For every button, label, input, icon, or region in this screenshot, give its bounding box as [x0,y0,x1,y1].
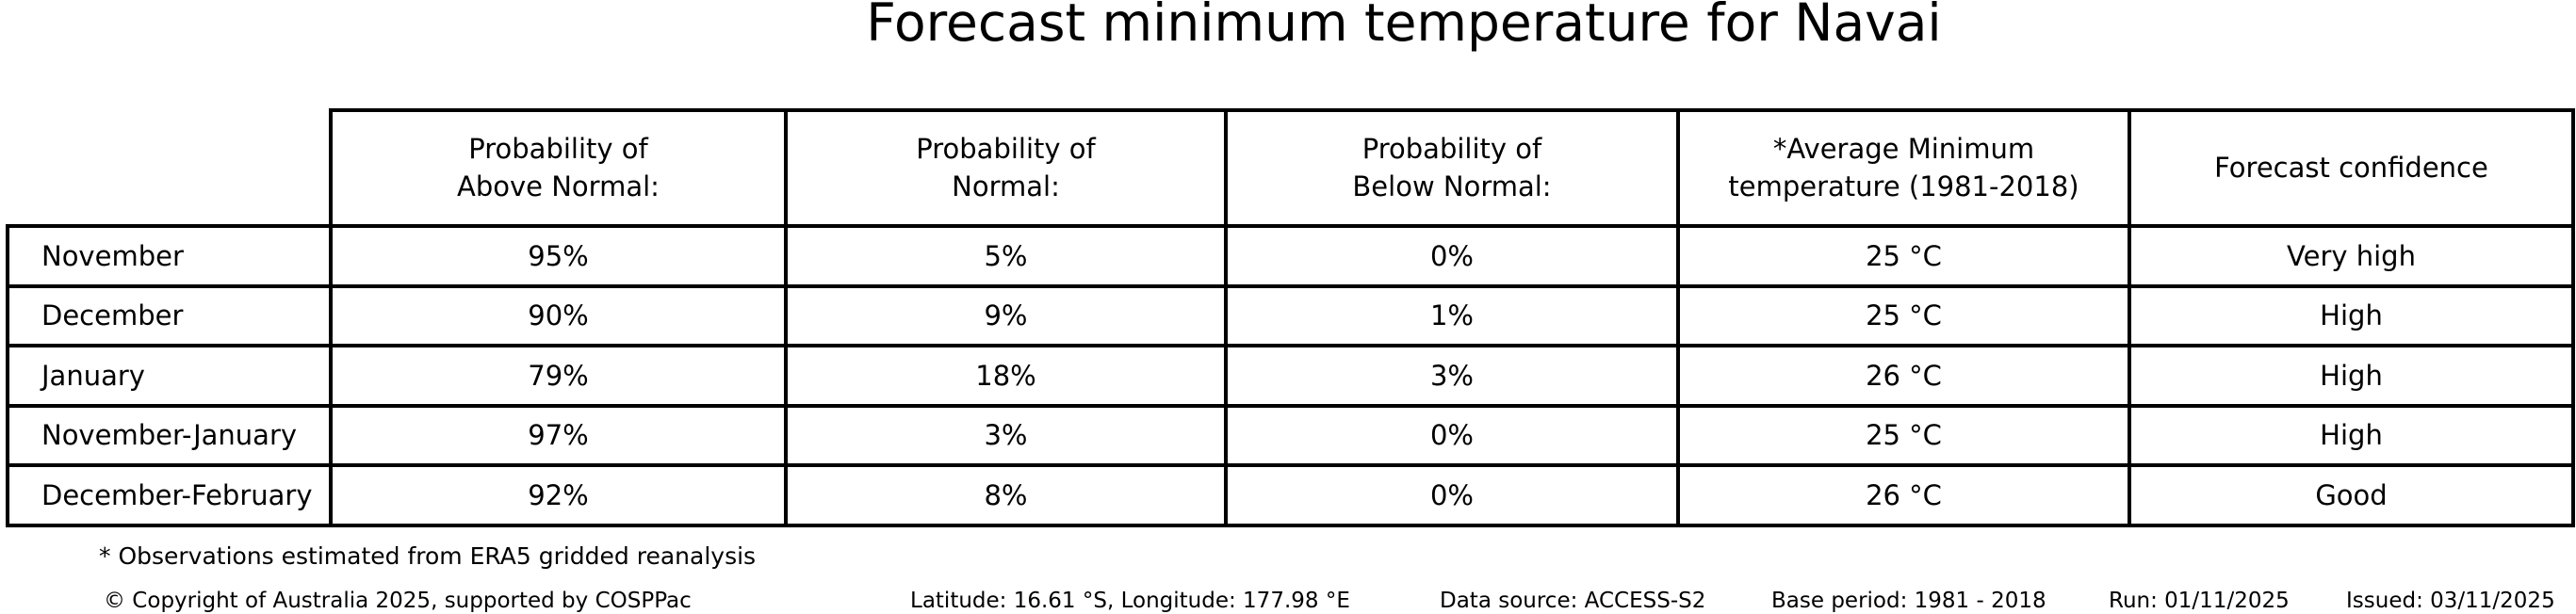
table-header-row: Probability of Above Normal: Probability… [8,108,2575,228]
cell-normal: 18% [784,344,1228,408]
cell-above-normal: 97% [329,403,788,467]
cell-above-normal: 92% [329,463,788,527]
cell-below-normal: 3% [1224,344,1680,408]
row-label: November [6,224,333,288]
table-row: November-January 97% 3% 0% 25 °C High [6,403,2575,467]
cell-average-min-temp: 25 °C [1676,403,2131,467]
cell-normal: 9% [784,283,1228,347]
cell-below-normal: 0% [1224,403,1680,467]
cell-forecast-confidence: Very high [2128,224,2575,288]
copyright-text: © Copyright of Australia 2025, supported… [104,589,692,613]
cell-average-min-temp: 26 °C [1676,344,2131,408]
cell-forecast-confidence: High [2128,403,2575,467]
col-header-above-normal: Probability of Above Normal: [329,108,788,228]
base-period-text: Base period: 1981 - 2018 [1771,589,2046,613]
run-date-text: Run: 01/11/2025 [2109,589,2290,613]
data-source-text: Data source: ACCESS-S2 [1440,589,1706,613]
empty-corner-cell [8,110,331,226]
table-row: November 95% 5% 0% 25 °C Very high [6,224,2575,288]
cell-below-normal: 0% [1224,224,1680,288]
cell-forecast-confidence: High [2128,283,2575,347]
row-label: November-January [6,403,333,467]
cell-normal: 8% [784,463,1228,527]
era5-footnote: * Observations estimated from ERA5 gridd… [99,542,757,570]
cell-forecast-confidence: Good [2128,463,2575,527]
col-header-below-normal: Probability of Below Normal: [1224,108,1680,228]
table-row: January 79% 18% 3% 26 °C High [6,344,2575,408]
cell-above-normal: 95% [329,224,788,288]
col-header-forecast-confidence: Forecast confidence [2128,108,2575,228]
row-label: December [6,283,333,347]
cell-average-min-temp: 26 °C [1676,463,2131,527]
issued-date-text: Issued: 03/11/2025 [2346,589,2555,613]
page-title: Forecast minimum temperature for Navai [866,0,1942,53]
cell-below-normal: 0% [1224,463,1680,527]
cell-average-min-temp: 25 °C [1676,283,2131,347]
table-row: December 90% 9% 1% 25 °C High [6,283,2575,347]
col-header-normal: Probability of Normal: [784,108,1228,228]
cell-above-normal: 79% [329,344,788,408]
latitude-longitude-text: Latitude: 16.61 °S, Longitude: 177.98 °E [910,589,1350,613]
cell-normal: 3% [784,403,1228,467]
col-header-average-min-temp: *Average Minimum temperature (1981-2018) [1676,108,2131,228]
row-label: December-February [6,463,333,527]
cell-average-min-temp: 25 °C [1676,224,2131,288]
row-label: January [6,344,333,408]
forecast-table: Probability of Above Normal: Probability… [6,108,2575,527]
table-row: December-February 92% 8% 0% 26 °C Good [6,463,2575,527]
cell-forecast-confidence: High [2128,344,2575,408]
cell-below-normal: 1% [1224,283,1680,347]
cell-above-normal: 90% [329,283,788,347]
cell-normal: 5% [784,224,1228,288]
